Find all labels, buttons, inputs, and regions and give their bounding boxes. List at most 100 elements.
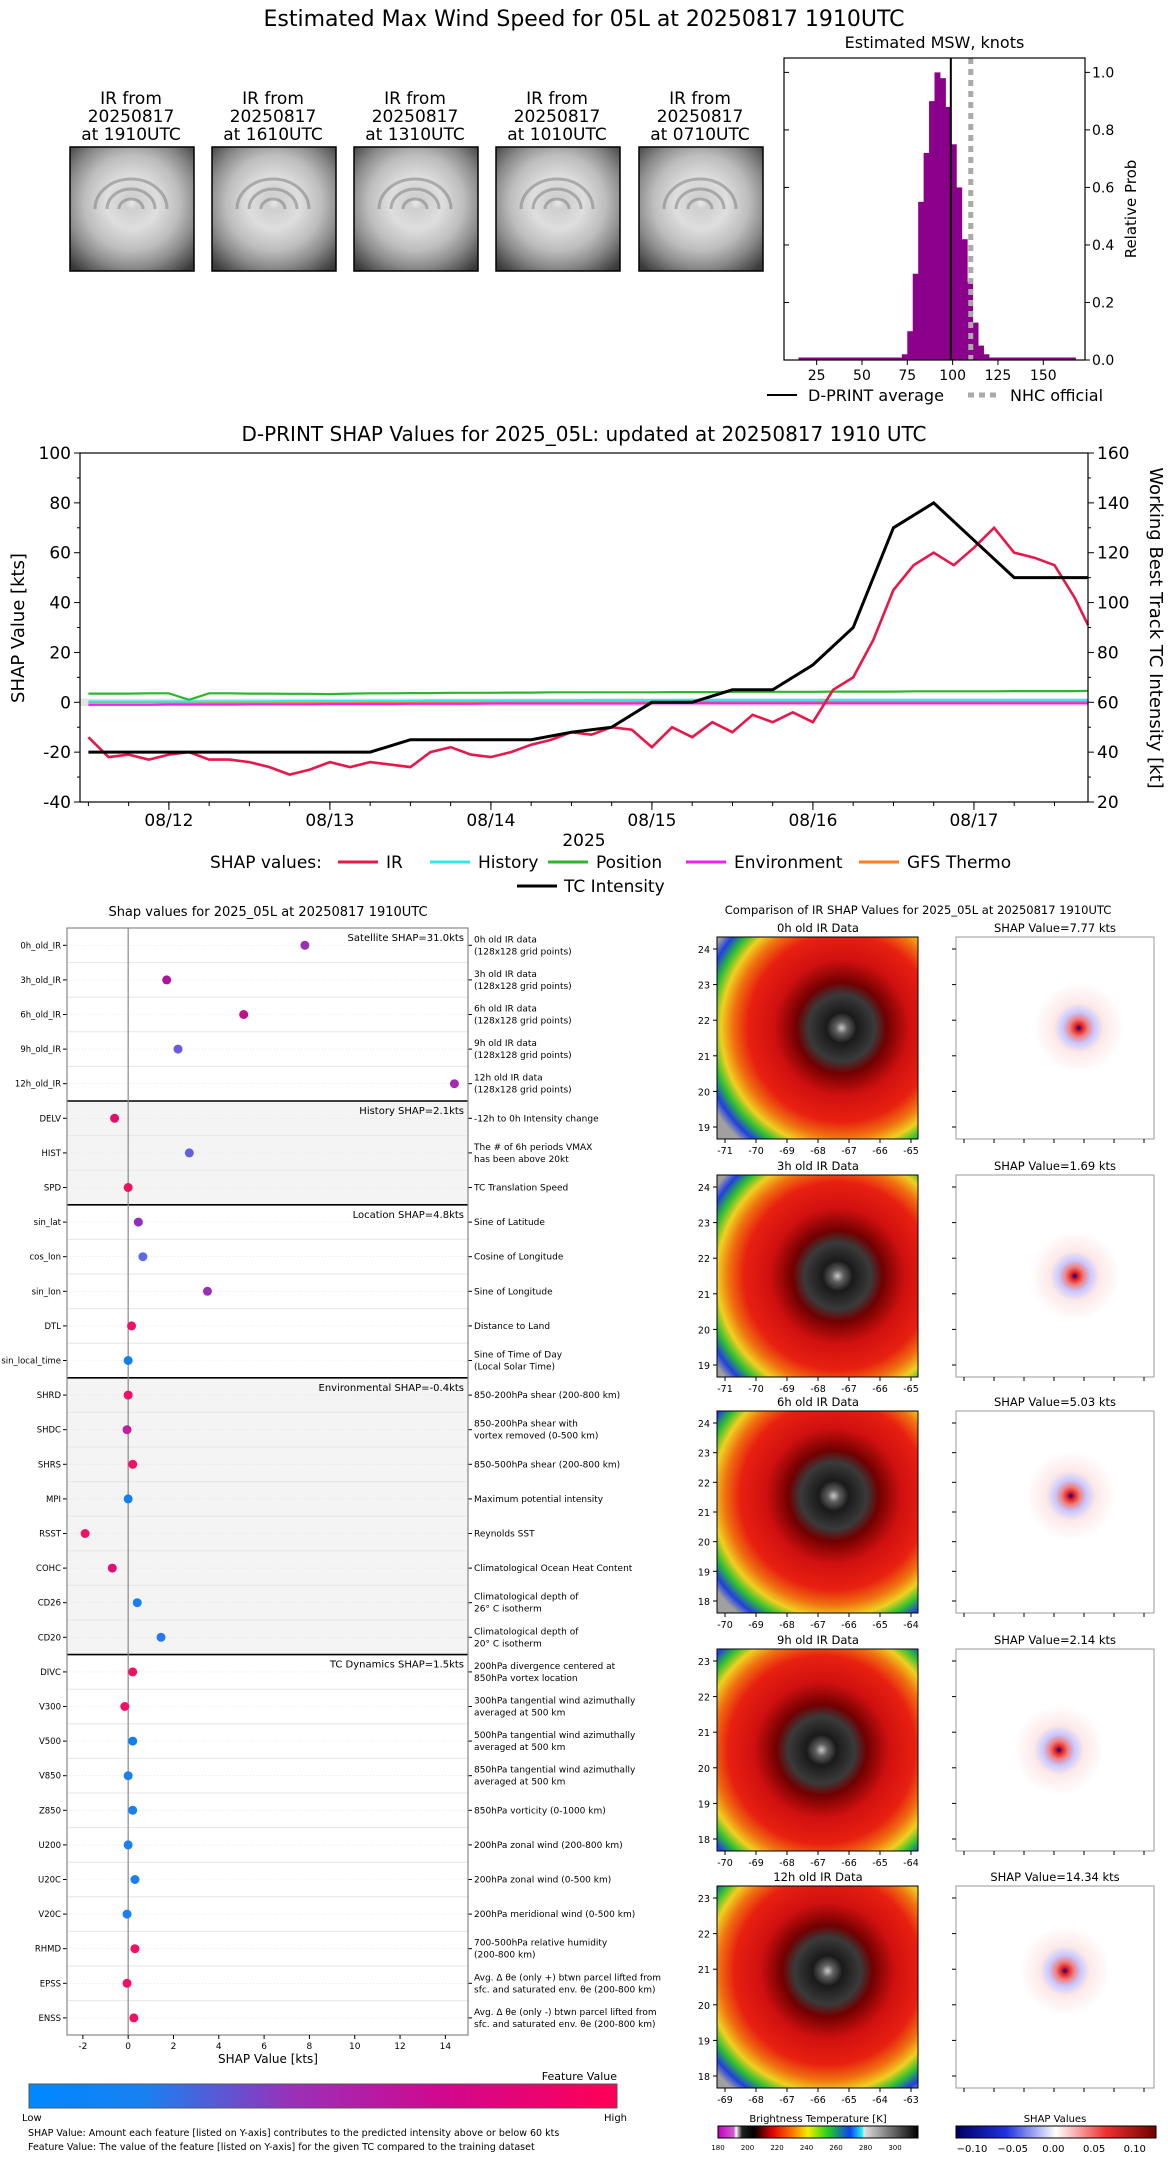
legend-label: GFS Thermo — [907, 853, 1011, 873]
shap-dot-COHC — [107, 1563, 117, 1573]
y-tick-label: 80 — [49, 494, 71, 514]
x-tick-label: 2 — [171, 2042, 177, 2052]
y-tick-label: 0.2 — [1092, 295, 1114, 311]
x-tick-label: -71 — [717, 1146, 733, 1157]
y-right-tick-label: 20 — [1097, 793, 1119, 813]
y-axis-label: SHAP Value [kts] — [8, 553, 29, 703]
feature-description: (128x128 grid points) — [474, 1086, 572, 1096]
shap-panel-title: SHAP Value=7.77 kts — [994, 921, 1116, 935]
feature-label: V20C — [38, 1910, 61, 1920]
y-tick-label: 19 — [698, 1361, 710, 1372]
x-tick-label: 10 — [349, 2042, 361, 2052]
x-tick-label: 100 — [939, 368, 966, 384]
x-tick-label: -66 — [872, 1384, 888, 1395]
x-tick-label: 08/17 — [949, 811, 998, 831]
y-tick-label: 18 — [698, 1835, 710, 1846]
colorbar-title: Feature Value — [542, 2070, 618, 2083]
x-tick-label: -67 — [841, 1384, 857, 1395]
feature-label: ENSS — [38, 2014, 61, 2024]
feature-description: 26° C isotherm — [474, 1605, 542, 1615]
x-tick-label: 50 — [853, 368, 871, 384]
series-line-position — [88, 689, 1089, 701]
y-tick-label: -20 — [43, 743, 71, 763]
histogram-bar — [934, 72, 941, 360]
y-tick-label: 0.4 — [1092, 238, 1114, 254]
ir-brightness-image — [716, 1648, 919, 1852]
colorbar-high-label: High — [604, 2113, 627, 2124]
y-tick-label: 20 — [49, 643, 71, 663]
thumbnail-label-line: 20250817 — [88, 107, 175, 127]
legend-label: Position — [596, 853, 662, 873]
x-tick-label: -2 — [78, 2042, 87, 2052]
shap-dot-RHMD — [130, 1944, 140, 1954]
spiral-band — [401, 197, 429, 210]
shap-dot-12h_old_IR — [449, 1079, 459, 1089]
feature-description: 850-500hPa shear (200-800 km) — [474, 1460, 620, 1470]
figure-title: Estimated Max Wind Speed for 05L at 2025… — [263, 7, 904, 32]
shap-hotspot — [1029, 1231, 1120, 1321]
y-tick-label: 19 — [698, 2036, 710, 2047]
histogram-bar — [945, 106, 952, 361]
bt-colorbar-title: Brightness Temperature [K] — [749, 2114, 886, 2125]
ir-thumbnail-image — [69, 146, 195, 272]
y-right-tick-label: 120 — [1097, 544, 1129, 564]
bt-colorbar-tick: 240 — [800, 2144, 813, 2152]
feature-description: 200hPa zonal wind (200-800 km) — [474, 1841, 623, 1851]
shap-dot-Z850 — [128, 1805, 138, 1815]
x-tick-label: -68 — [748, 2095, 764, 2106]
shap-hotspot — [1025, 1450, 1116, 1541]
feature-description: 12h old IR data — [474, 1074, 543, 1084]
feature-description: Climatological depth of — [474, 1593, 579, 1603]
feature-description: (128x128 grid points) — [474, 947, 572, 957]
shap-dot-CD20 — [156, 1632, 166, 1642]
shap-colorbar-tick: 0.05 — [1083, 2144, 1105, 2155]
legend-label: IR — [386, 853, 403, 873]
feature-label: COHC — [36, 1564, 61, 1574]
feature-description: 200hPa divergence centered at — [474, 1662, 616, 1672]
feature-description: -12h to 0h Intensity change — [474, 1114, 599, 1124]
shap-dot-RSST — [80, 1529, 90, 1538]
thumbnail-label-line: at 1310UTC — [365, 125, 464, 145]
footnote-feature-value: Feature Value: The value of the feature … — [28, 2142, 535, 2153]
y-right-tick-label: 40 — [1097, 743, 1119, 763]
x-tick-label: -69 — [779, 1384, 795, 1395]
feature-description: averaged at 500 km — [474, 1778, 565, 1788]
shap-hotspot — [1013, 1705, 1104, 1795]
x-tick-label: -63 — [903, 2095, 919, 2106]
y-tick-label: -40 — [43, 793, 71, 813]
feature-description: Reynolds SST — [474, 1530, 535, 1540]
shap-dot-V500 — [128, 1736, 138, 1746]
x-tick-label: 8 — [307, 2042, 313, 2052]
feature-description: Climatological depth of — [474, 1627, 579, 1637]
feature-description: Climatological Ocean Heat Content — [474, 1564, 633, 1574]
feature-description: 200hPa meridional wind (0-500 km) — [474, 1910, 635, 1920]
feature-label: sin_lat — [34, 1218, 62, 1228]
feature-description: 850hPa vortex location — [474, 1674, 578, 1684]
shap-values-colorbar — [955, 2125, 1157, 2139]
feature-label: V850 — [39, 1772, 61, 1782]
y-tick-label: 0 — [60, 693, 71, 713]
shap-colorbar-tick: −0.10 — [957, 2144, 988, 2155]
x-tick-label: 25 — [808, 368, 826, 384]
shap-dot-SHDC — [122, 1425, 132, 1435]
y-tick-label: 18 — [698, 1597, 710, 1608]
y-tick-label: 23 — [698, 1894, 710, 1905]
shap-dot-SHRD — [123, 1390, 133, 1400]
shap-dot-DTL — [127, 1321, 137, 1331]
shap-dot-9h_old_IR — [173, 1044, 183, 1054]
x-tick-label: -69 — [779, 1146, 795, 1157]
x-tick-label: 08/14 — [466, 811, 515, 831]
x-tick-label: -65 — [903, 1384, 919, 1395]
shap-dot-SHRS — [128, 1459, 138, 1469]
y-tick-label: 21 — [698, 1508, 710, 1519]
legend-dprint-label: D-PRINT average — [808, 386, 944, 405]
feature-description: sfc. and saturated env. θe (200-800 km) — [474, 2020, 656, 2030]
feature-label: V300 — [39, 1703, 61, 1713]
x-tick-label: -66 — [841, 1858, 857, 1869]
x-tick-label: 150 — [1030, 368, 1057, 384]
ir-brightness-image — [716, 936, 919, 1140]
spiral-band — [543, 197, 571, 210]
y-tick-label: 23 — [698, 1219, 710, 1230]
feature-label: SHRD — [37, 1391, 62, 1401]
feature-label: Z850 — [39, 1806, 61, 1816]
